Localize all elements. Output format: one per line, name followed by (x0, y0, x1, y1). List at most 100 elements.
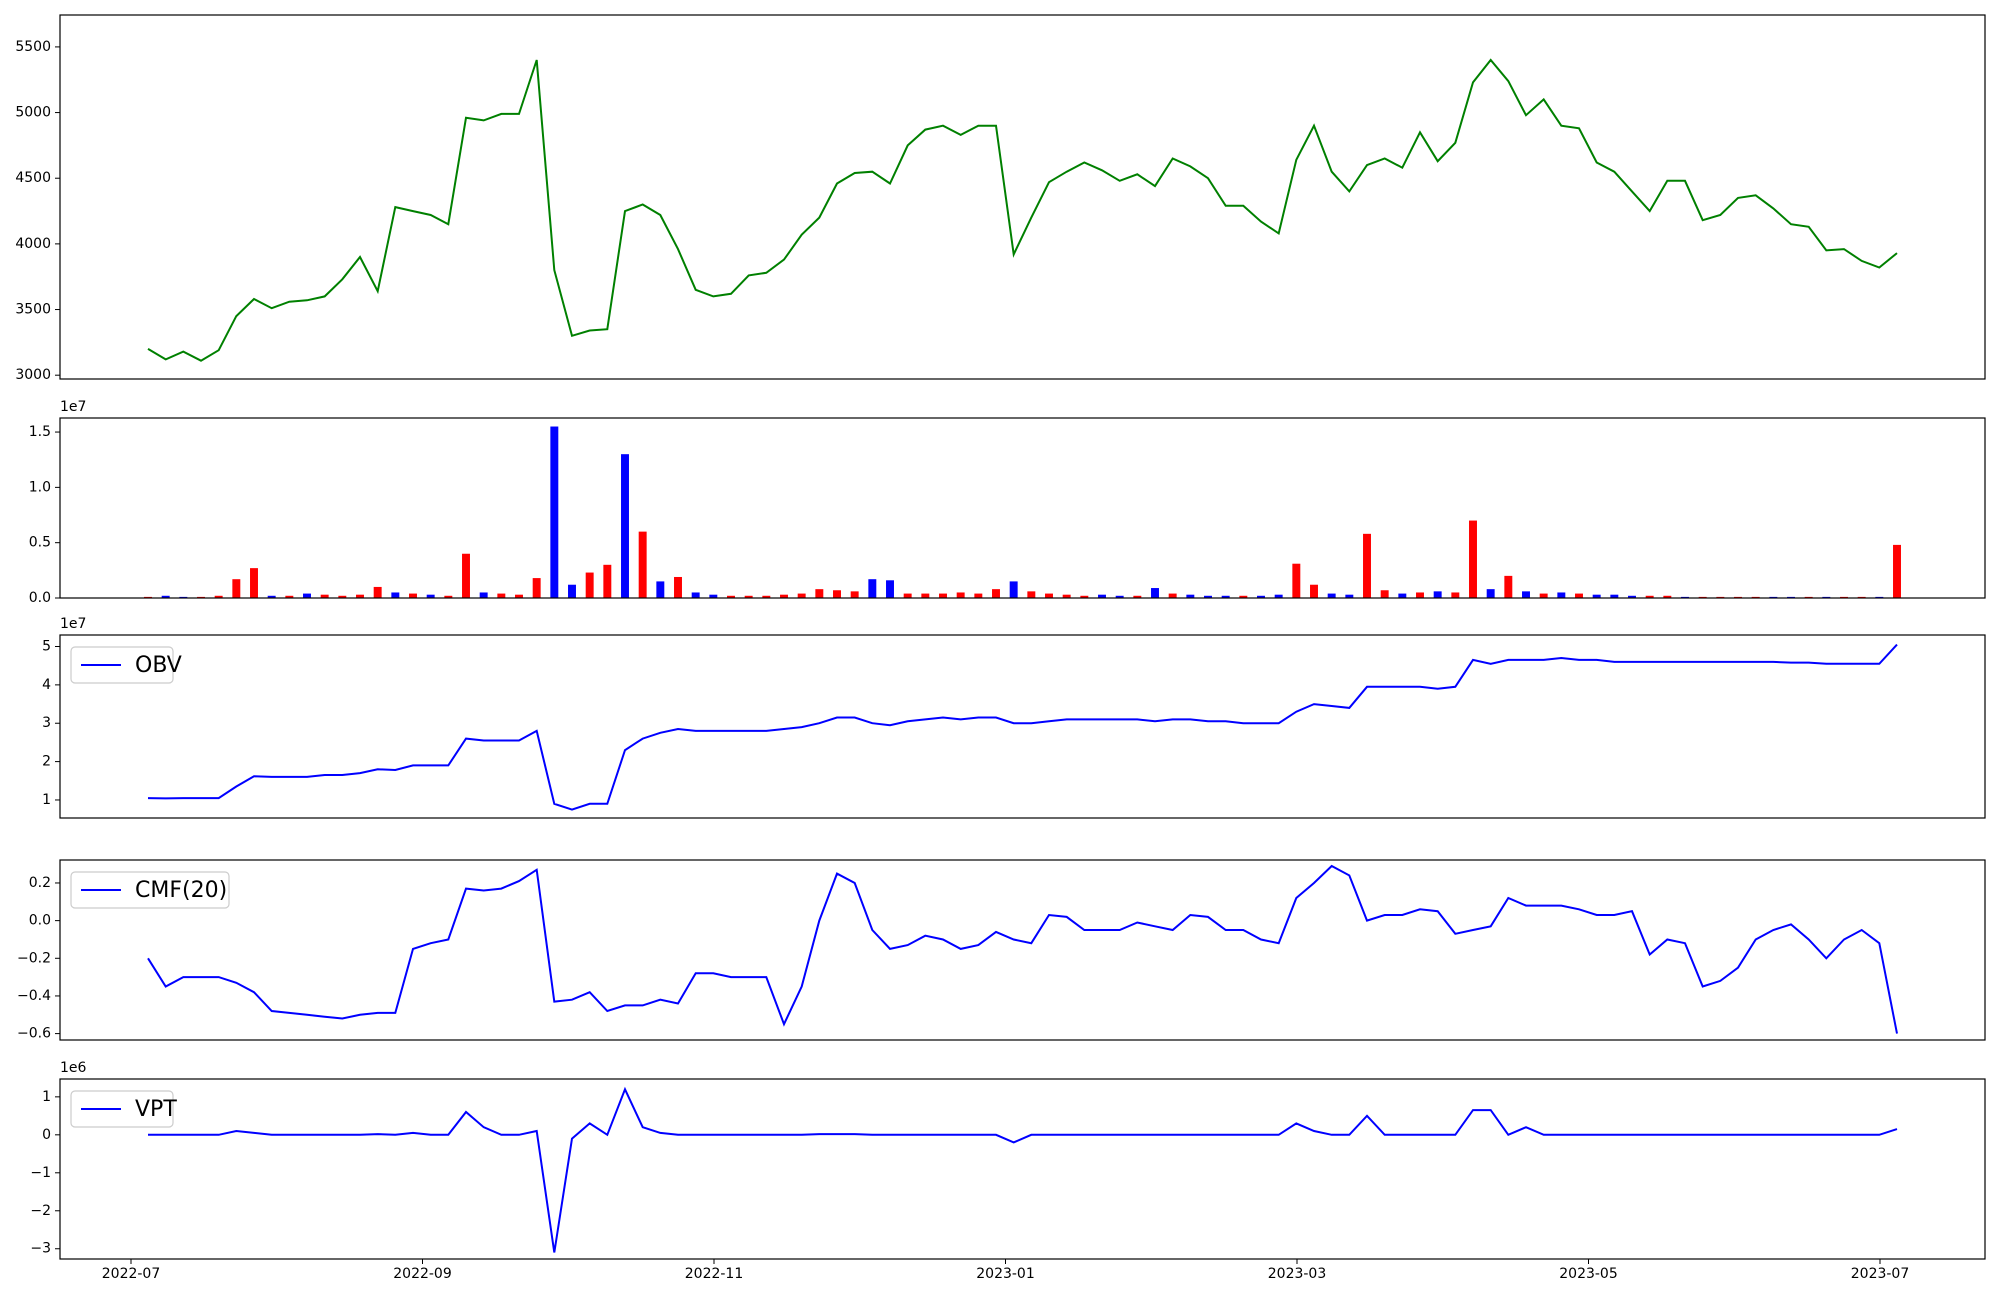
volume-bar (1663, 595, 1672, 598)
y-tick-label: −0.4 (17, 988, 51, 1004)
volume-bar (373, 586, 382, 598)
volume-bar (1363, 533, 1371, 598)
volume-bar (1168, 593, 1177, 598)
volume-bar (956, 592, 965, 598)
volume-bar (1115, 595, 1124, 598)
y-tick-label: 1.0 (29, 479, 51, 495)
volume-bar (1893, 544, 1901, 598)
y-tick-label: 0.0 (29, 590, 51, 606)
volume-bar (1133, 595, 1142, 598)
y-tick-label: 3500 (15, 302, 51, 318)
series-line (147, 864, 1898, 1034)
volume-bar (850, 591, 859, 598)
volume-bar (1151, 588, 1159, 598)
volume-bar (568, 584, 576, 598)
volume-bar (1575, 593, 1583, 598)
volume-bar (1098, 594, 1106, 598)
volume-bar (250, 568, 258, 598)
volume-bar (1416, 592, 1424, 598)
legend-label: CMF(20) (135, 878, 227, 903)
y-tick-label: 1 (42, 792, 51, 808)
y-tick-label: 4500 (15, 170, 51, 186)
volume-bar (232, 579, 241, 598)
volume-bar (285, 595, 294, 598)
y-tick-label: 0.2 (29, 875, 51, 891)
x-tick-label: 2023-03 (1268, 1266, 1327, 1282)
y-tick-label: 4 (42, 677, 51, 693)
volume-bar (1628, 595, 1636, 598)
volume-bar (161, 595, 170, 598)
x-tick-label: 2023-01 (976, 1266, 1035, 1282)
volume-bar (1610, 594, 1619, 598)
volume-bar (303, 593, 311, 598)
legend-box (70, 646, 174, 684)
volume-bar (515, 594, 523, 598)
panel-frame (59, 634, 1986, 819)
volume-bar (1504, 575, 1513, 598)
y-tick-label: 2 (42, 754, 51, 770)
volume-bar (815, 589, 824, 598)
volume-bar (709, 594, 718, 598)
volume-bar (1327, 593, 1336, 598)
volume-bar (1045, 593, 1053, 598)
panel-frame (59, 417, 1986, 599)
x-tick-label: 2022-11 (685, 1266, 744, 1282)
volume-bar (391, 592, 400, 598)
volume-bar (444, 595, 453, 598)
volume-bar (1557, 592, 1566, 598)
volume-bar (1009, 581, 1018, 598)
volume-bar (656, 581, 665, 598)
volume-bar (744, 595, 753, 598)
volume-bar (497, 593, 506, 598)
x-tick-label: 2023-07 (1851, 1266, 1910, 1282)
volume-bar (1539, 593, 1548, 598)
y-tick-label: 0.0 (29, 913, 51, 929)
volume-bar (833, 590, 841, 598)
y-tick-label: −2 (30, 1203, 51, 1219)
volume-bar (1645, 595, 1654, 598)
volume-bar (1592, 594, 1601, 598)
series-line (147, 58, 1898, 362)
volume-bar (462, 553, 470, 598)
volume-bar (886, 580, 894, 598)
volume-bar (1221, 595, 1230, 598)
volume-bar (320, 594, 329, 598)
volume-bar (1486, 589, 1495, 598)
y-tick-label: 0 (42, 1127, 51, 1143)
volume-bar (1204, 595, 1212, 598)
volume-bar (1433, 591, 1442, 598)
series-line (148, 1086, 1898, 1253)
volume-bar (674, 576, 682, 598)
y-tick-label: 1.5 (29, 424, 51, 440)
volume-bar (727, 595, 735, 598)
y-tick-label: 4000 (15, 236, 51, 252)
legend-label: OBV (135, 653, 182, 678)
volume-bar (638, 531, 647, 598)
volume-bar (267, 595, 276, 598)
x-tick-label: 2022-07 (102, 1266, 161, 1282)
volume-bar (585, 572, 594, 598)
x-tick-label: 2023-05 (1559, 1266, 1618, 1282)
offset-label: 1e7 (60, 399, 86, 415)
volume-bar (1239, 595, 1248, 598)
volume-bar (409, 593, 417, 598)
y-tick-label: −0.6 (17, 1026, 51, 1042)
volume-bar (1345, 594, 1354, 598)
x-tick-label: 2022-09 (393, 1266, 452, 1282)
y-tick-label: 5 (42, 639, 51, 655)
legend-box (70, 871, 230, 909)
volume-bar (1469, 520, 1477, 598)
y-tick-label: 0.5 (29, 535, 51, 551)
volume-bar (939, 593, 947, 598)
volume-bar (1398, 593, 1407, 598)
panel-frame (59, 859, 1986, 1041)
volume-bar (868, 579, 877, 598)
panel-frame (59, 14, 1986, 380)
volume-bar (1027, 591, 1036, 598)
panel-frame (59, 1078, 1986, 1260)
y-tick-label: −3 (30, 1241, 51, 1257)
legend-box (70, 1090, 174, 1128)
volume-bar (1310, 584, 1318, 598)
volume-bar (1380, 590, 1389, 598)
